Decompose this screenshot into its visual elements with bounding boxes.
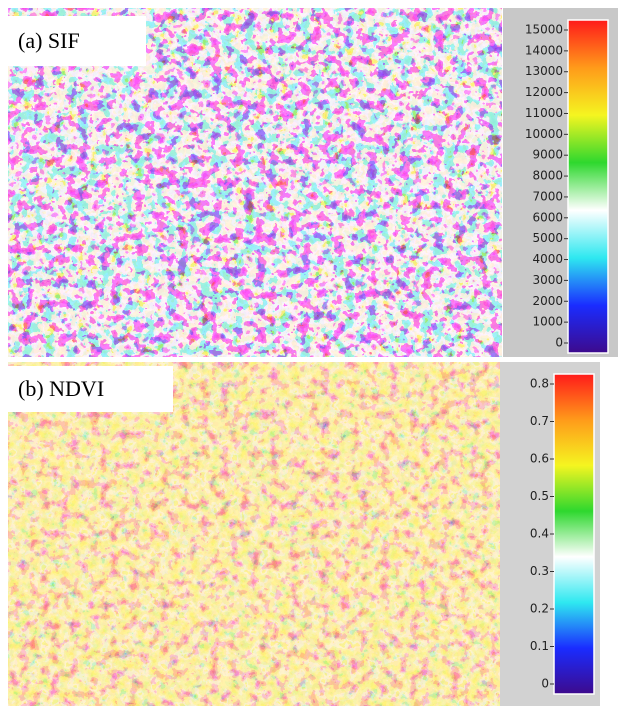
colorbar-tick-label: 11000 <box>525 106 563 120</box>
colorbar-tick-label: 0.4 <box>530 527 549 541</box>
colorbar-tick-label: 0 <box>555 336 563 350</box>
colorbar-tick-label: 0.3 <box>530 564 549 578</box>
colorbar <box>554 374 594 694</box>
colorbar-tick-label: 4000 <box>532 252 563 266</box>
colorbar-tick-label: 2000 <box>532 294 563 308</box>
colorbar-tick-label: 10000 <box>525 127 563 141</box>
colorbar-tick-label: 15000 <box>525 23 563 37</box>
colorbar-tick-label: 7000 <box>532 189 563 203</box>
colorbar-tick-label: 8000 <box>532 169 563 183</box>
colorbar-tick-label: 0.1 <box>530 639 549 653</box>
panel-title: (b) NDVI <box>18 376 104 401</box>
colorbar-tick-label: 0.5 <box>530 489 549 503</box>
colorbar-tick-label: 0 <box>541 677 549 691</box>
colorbar-tick-label: 12000 <box>525 85 563 99</box>
figure: (a) SIF (b) NDVI 0 1000 2000 3000 4000 5000 60… <box>0 0 622 706</box>
colorbar-tick-label: 0.8 <box>530 377 549 391</box>
panel-title: (a) SIF <box>18 28 80 53</box>
colorbar <box>568 20 608 353</box>
colorbar-tick-label: 13000 <box>525 64 563 78</box>
colorbar-tick-label: 14000 <box>525 43 563 57</box>
colorbar-tick-label: 3000 <box>532 273 563 287</box>
colorbar-tick-label: 6000 <box>532 210 563 224</box>
colorbar-tick-label: 0.6 <box>530 452 549 466</box>
ndvi-image <box>8 362 500 706</box>
colorbar-tick-label: 1000 <box>532 315 563 329</box>
colorbar-tick-label: 5000 <box>532 231 563 245</box>
colorbar-tick-label: 0.2 <box>530 602 549 616</box>
colorbar-tick-label: 0.7 <box>530 414 549 428</box>
colorbar-tick-label: 9000 <box>532 148 563 162</box>
